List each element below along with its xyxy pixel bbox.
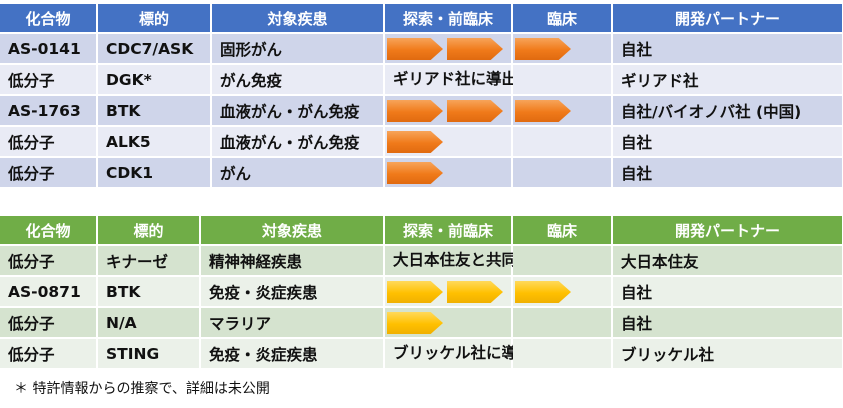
table-row: AS-0871 BTK 免疫・炎症疾患 自社 [0,276,843,308]
stage-arrow [387,131,443,153]
cell-clinical [512,126,613,158]
cell-clinical [512,33,613,65]
cell-discovery [384,126,513,158]
cell-target: キナーゼ [97,245,201,277]
header-partner: 開発パートナー [612,216,843,246]
cell-clinical [512,307,613,339]
header-discovery: 探索・前臨床 [384,4,513,34]
cell-compound: AS-0871 [0,276,98,308]
header-clinical: 臨床 [512,4,613,34]
header-compound: 化合物 [0,216,98,246]
cell-partner: 自社 [612,126,843,158]
table-row: 低分子 キナーゼ 精神神経疾患 大日本住友と共同研究 大日本住友 [0,245,843,277]
cell-compound: AS-0141 [0,33,98,65]
cell-target: BTK [97,95,212,127]
header-disease: 対象疾患 [211,4,385,34]
cell-disease: 免疫・炎症疾患 [200,338,385,370]
pipeline-table-oncology: 化合物 標的 対象疾患 探索・前臨床 臨床 開発パートナー AS-0141 CDC… [0,4,843,189]
cell-discovery [384,307,513,339]
footnote: ＊ 特許情報からの推察で、詳細は未公開 [14,381,270,397]
header-target: 標的 [97,4,212,34]
table-row: 低分子 N/A マラリア 自社 [0,307,843,339]
cell-discovery [384,276,513,308]
cell-disease: マラリア [200,307,385,339]
stage-arrow [447,100,503,122]
stage-arrow [447,281,503,303]
cell-compound: 低分子 [0,307,98,339]
cell-partner: ブリッケル社 [612,338,843,370]
cell-discovery [384,95,513,127]
cell-target: N/A [97,307,201,339]
cell-target: STING [97,338,201,370]
header-compound: 化合物 [0,4,98,34]
pipeline-status-text: ブリッケル社に導出 [393,344,533,362]
header-partner: 開発パートナー [612,4,843,34]
cell-compound: 低分子 [0,126,98,158]
table-header-row: 化合物 標的 対象疾患 探索・前臨床 臨床 開発パートナー [0,216,843,246]
stage-arrow [387,162,443,184]
cell-disease: 血液がん・がん免疫 [211,126,385,158]
table-row: 低分子 STING 免疫・炎症疾患 ブリッケル社に導出 ブリッケル社 [0,338,843,370]
stage-arrow [387,100,443,122]
stage-arrow [387,312,443,334]
header-disease: 対象疾患 [200,216,385,246]
stage-arrow [515,281,571,303]
table-row: AS-0141 CDC7/ASK 固形がん 自社 [0,33,843,65]
cell-compound: 低分子 [0,245,98,277]
cell-compound: 低分子 [0,157,98,189]
cell-partner: 自社 [612,276,843,308]
header-clinical: 臨床 [512,216,613,246]
pipeline-status-text: 大日本住友と共同研究 [393,251,549,269]
cell-discovery: 大日本住友と共同研究 [384,245,548,277]
pipeline-status-text: ギリアド社に導出 [393,70,518,88]
cell-partner: 自社 [612,307,843,339]
stage-arrow [387,38,443,60]
cell-discovery: ブリッケル社に導出 [384,338,533,370]
cell-partner: 自社 [612,33,843,65]
cell-clinical [512,95,613,127]
cell-compound: 低分子 [0,64,98,96]
cell-disease: 固形がん [211,33,385,65]
stage-arrow [447,38,503,60]
cell-partner: 大日本住友 [612,245,843,277]
cell-partner: ギリアド社 [612,64,843,96]
cell-clinical [512,338,613,370]
cell-compound: 低分子 [0,338,98,370]
cell-discovery [384,33,513,65]
cell-clinical [512,64,613,96]
cell-partner: 自社 [612,157,843,189]
cell-disease: がん免疫 [211,64,385,96]
cell-clinical [512,245,613,277]
cell-clinical [512,276,613,308]
stage-arrow [515,38,571,60]
table-header-row: 化合物 標的 対象疾患 探索・前臨床 臨床 開発パートナー [0,4,843,34]
cell-target: CDK1 [97,157,212,189]
table-row: 低分子 CDK1 がん 自社 [0,157,843,189]
header-target: 標的 [97,216,201,246]
stage-arrow [387,281,443,303]
cell-disease: 免疫・炎症疾患 [200,276,385,308]
cell-target: DGK* [97,64,212,96]
cell-disease: 精神神経疾患 [200,245,385,277]
cell-discovery [384,157,513,189]
table-row: 低分子 ALK5 血液がん・がん免疫 自社 [0,126,843,158]
cell-target: ALK5 [97,126,212,158]
header-discovery: 探索・前臨床 [384,216,513,246]
cell-discovery: ギリアド社に導出 [384,64,517,96]
cell-target: CDC7/ASK [97,33,212,65]
table-row: AS-1763 BTK 血液がん・がん免疫 自社/バイオノバ社 (中国) [0,95,843,127]
cell-clinical [512,157,613,189]
cell-target: BTK [97,276,201,308]
cell-partner: 自社/バイオノバ社 (中国) [612,95,843,127]
cell-disease: 血液がん・がん免疫 [211,95,385,127]
cell-compound: AS-1763 [0,95,98,127]
stage-arrow [515,100,571,122]
pipeline-table-other: 化合物 標的 対象疾患 探索・前臨床 臨床 開発パートナー 低分子 キナーゼ 精神神… [0,216,843,370]
cell-disease: がん [211,157,385,189]
table-row: 低分子 DGK* がん免疫 ギリアド社に導出 ギリアド社 [0,64,843,96]
